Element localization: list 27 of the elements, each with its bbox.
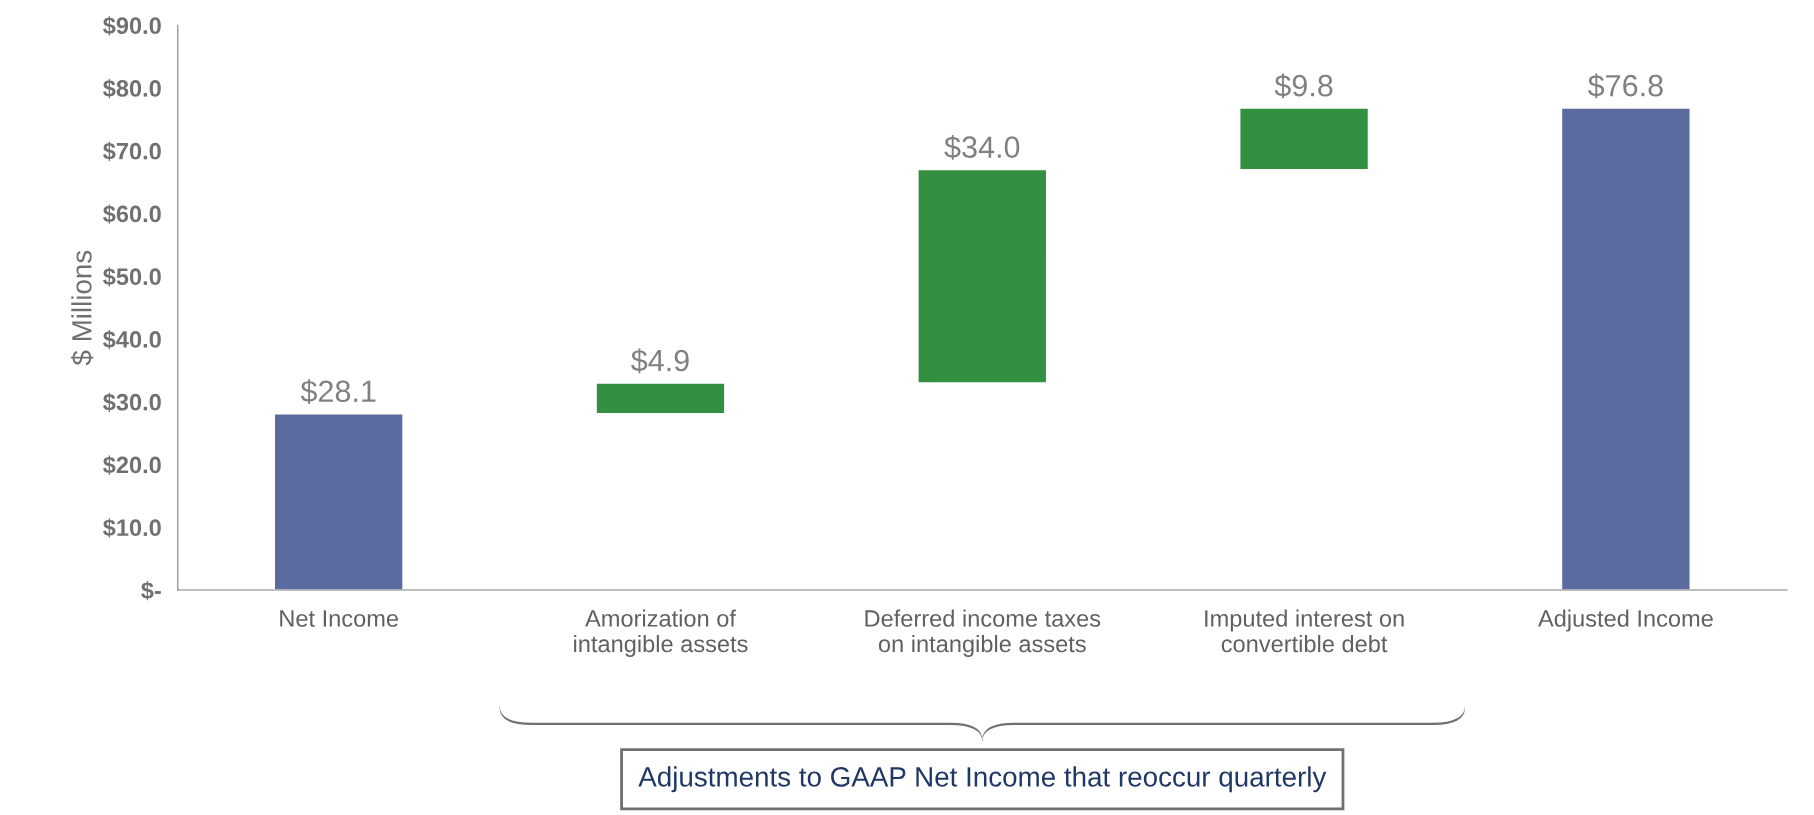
x-tick-label: Adjusted Income — [1538, 609, 1713, 632]
data-label: $34.0 — [944, 135, 1020, 160]
y-tick-label: $10.0 — [103, 518, 161, 538]
y-tick-label: $30.0 — [103, 392, 161, 413]
y-axis-title: $ Millions — [70, 250, 94, 366]
data-label: $9.8 — [1274, 73, 1333, 99]
data-label: $28.1 — [300, 379, 376, 404]
y-tick-label: $90.0 — [103, 16, 161, 36]
data-label: $4.9 — [631, 348, 689, 374]
y-tick-label: $70.0 — [103, 141, 161, 162]
bar — [1560, 107, 1691, 591]
y-tick-label: $60.0 — [103, 204, 161, 224]
text: Adjustments to GAAP Net Income that reoccur quarterly — [638, 766, 1327, 793]
bar — [1239, 107, 1370, 171]
y-tick-label: $- — [141, 581, 161, 601]
x-tick-label: Deferred income taxes on intangible assets — [865, 609, 1101, 657]
bar — [917, 168, 1048, 384]
data-label: $76.8 — [1587, 73, 1663, 99]
y-tick-label: $20.0 — [103, 455, 161, 475]
y-tick-label: $80.0 — [103, 79, 161, 99]
bar — [595, 382, 726, 415]
y-tick-label: $50.0 — [103, 267, 161, 287]
bar — [273, 413, 404, 591]
y-tick-label: $40.0 — [103, 330, 161, 350]
x-tick-label: Amorization of intangible assets — [574, 609, 748, 657]
x-tick-label: Imputed interest on convertible debt — [1205, 609, 1404, 653]
x-tick-label: Net Income — [280, 610, 398, 627]
